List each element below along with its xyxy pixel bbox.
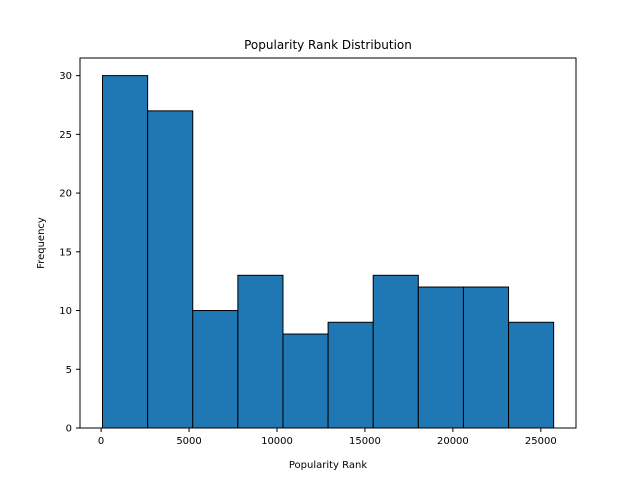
y-axis-label: Frequency [36, 217, 47, 269]
histogram-bar-5 [282, 333, 329, 429]
y-tick-label: 5 [66, 365, 72, 376]
histogram-bar-4 [237, 274, 284, 429]
y-tick-label: 30 [59, 71, 72, 82]
y-tick-label: 20 [59, 189, 72, 200]
y-tick-label: 25 [59, 130, 72, 141]
histogram-bar-7 [372, 274, 419, 429]
y-tick-label: 0 [66, 424, 72, 435]
x-tick-label: 25000 [525, 436, 557, 447]
histogram-bar-1 [102, 75, 149, 429]
x-tick-label: 0 [98, 436, 104, 447]
histogram-bar-6 [327, 321, 374, 429]
histogram-bar-2 [147, 110, 194, 429]
x-tick-label: 10000 [261, 436, 293, 447]
plot-frame [79, 57, 577, 429]
x-tick-label: 20000 [437, 436, 469, 447]
x-axis-label: Popularity Rank [289, 460, 367, 471]
x-tick-label: 5000 [176, 436, 201, 447]
x-tick-label: 15000 [349, 436, 381, 447]
histogram-bar-10 [508, 321, 555, 429]
bars-group [102, 75, 555, 429]
y-tick-label: 15 [59, 247, 72, 258]
histogram-bar-9 [462, 286, 510, 429]
y-tick-label: 10 [59, 306, 72, 317]
y-axis-ticks: 0 5 10 15 20 25 30 [59, 71, 80, 435]
histogram-bar-8 [417, 286, 464, 429]
histogram-bar-3 [192, 310, 239, 429]
chart-title: Popularity Rank Distribution [244, 38, 412, 52]
x-axis-ticks: 0 5000 10000 15000 20000 25000 [98, 428, 557, 447]
